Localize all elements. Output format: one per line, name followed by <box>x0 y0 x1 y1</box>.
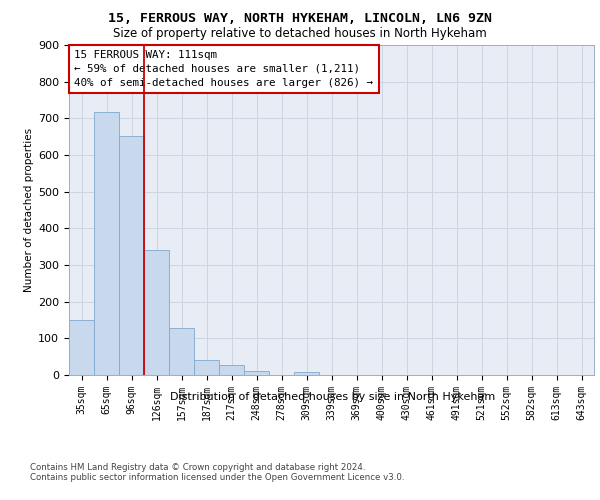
Bar <box>144 250 169 375</box>
Bar <box>94 112 119 375</box>
Bar <box>244 372 269 375</box>
Text: Size of property relative to detached houses in North Hykeham: Size of property relative to detached ho… <box>113 28 487 40</box>
Y-axis label: Number of detached properties: Number of detached properties <box>24 128 34 292</box>
Text: Distribution of detached houses by size in North Hykeham: Distribution of detached houses by size … <box>170 392 496 402</box>
Text: 15 FERROUS WAY: 111sqm
← 59% of detached houses are smaller (1,211)
40% of semi-: 15 FERROUS WAY: 111sqm ← 59% of detached… <box>74 50 373 88</box>
Bar <box>219 364 244 375</box>
Bar <box>119 136 144 375</box>
Text: 15, FERROUS WAY, NORTH HYKEHAM, LINCOLN, LN6 9ZN: 15, FERROUS WAY, NORTH HYKEHAM, LINCOLN,… <box>108 12 492 26</box>
Bar <box>69 320 94 375</box>
Bar <box>294 372 319 375</box>
Bar <box>194 360 219 375</box>
Text: Contains HM Land Registry data © Crown copyright and database right 2024.
Contai: Contains HM Land Registry data © Crown c… <box>30 462 404 482</box>
Bar <box>169 328 194 375</box>
